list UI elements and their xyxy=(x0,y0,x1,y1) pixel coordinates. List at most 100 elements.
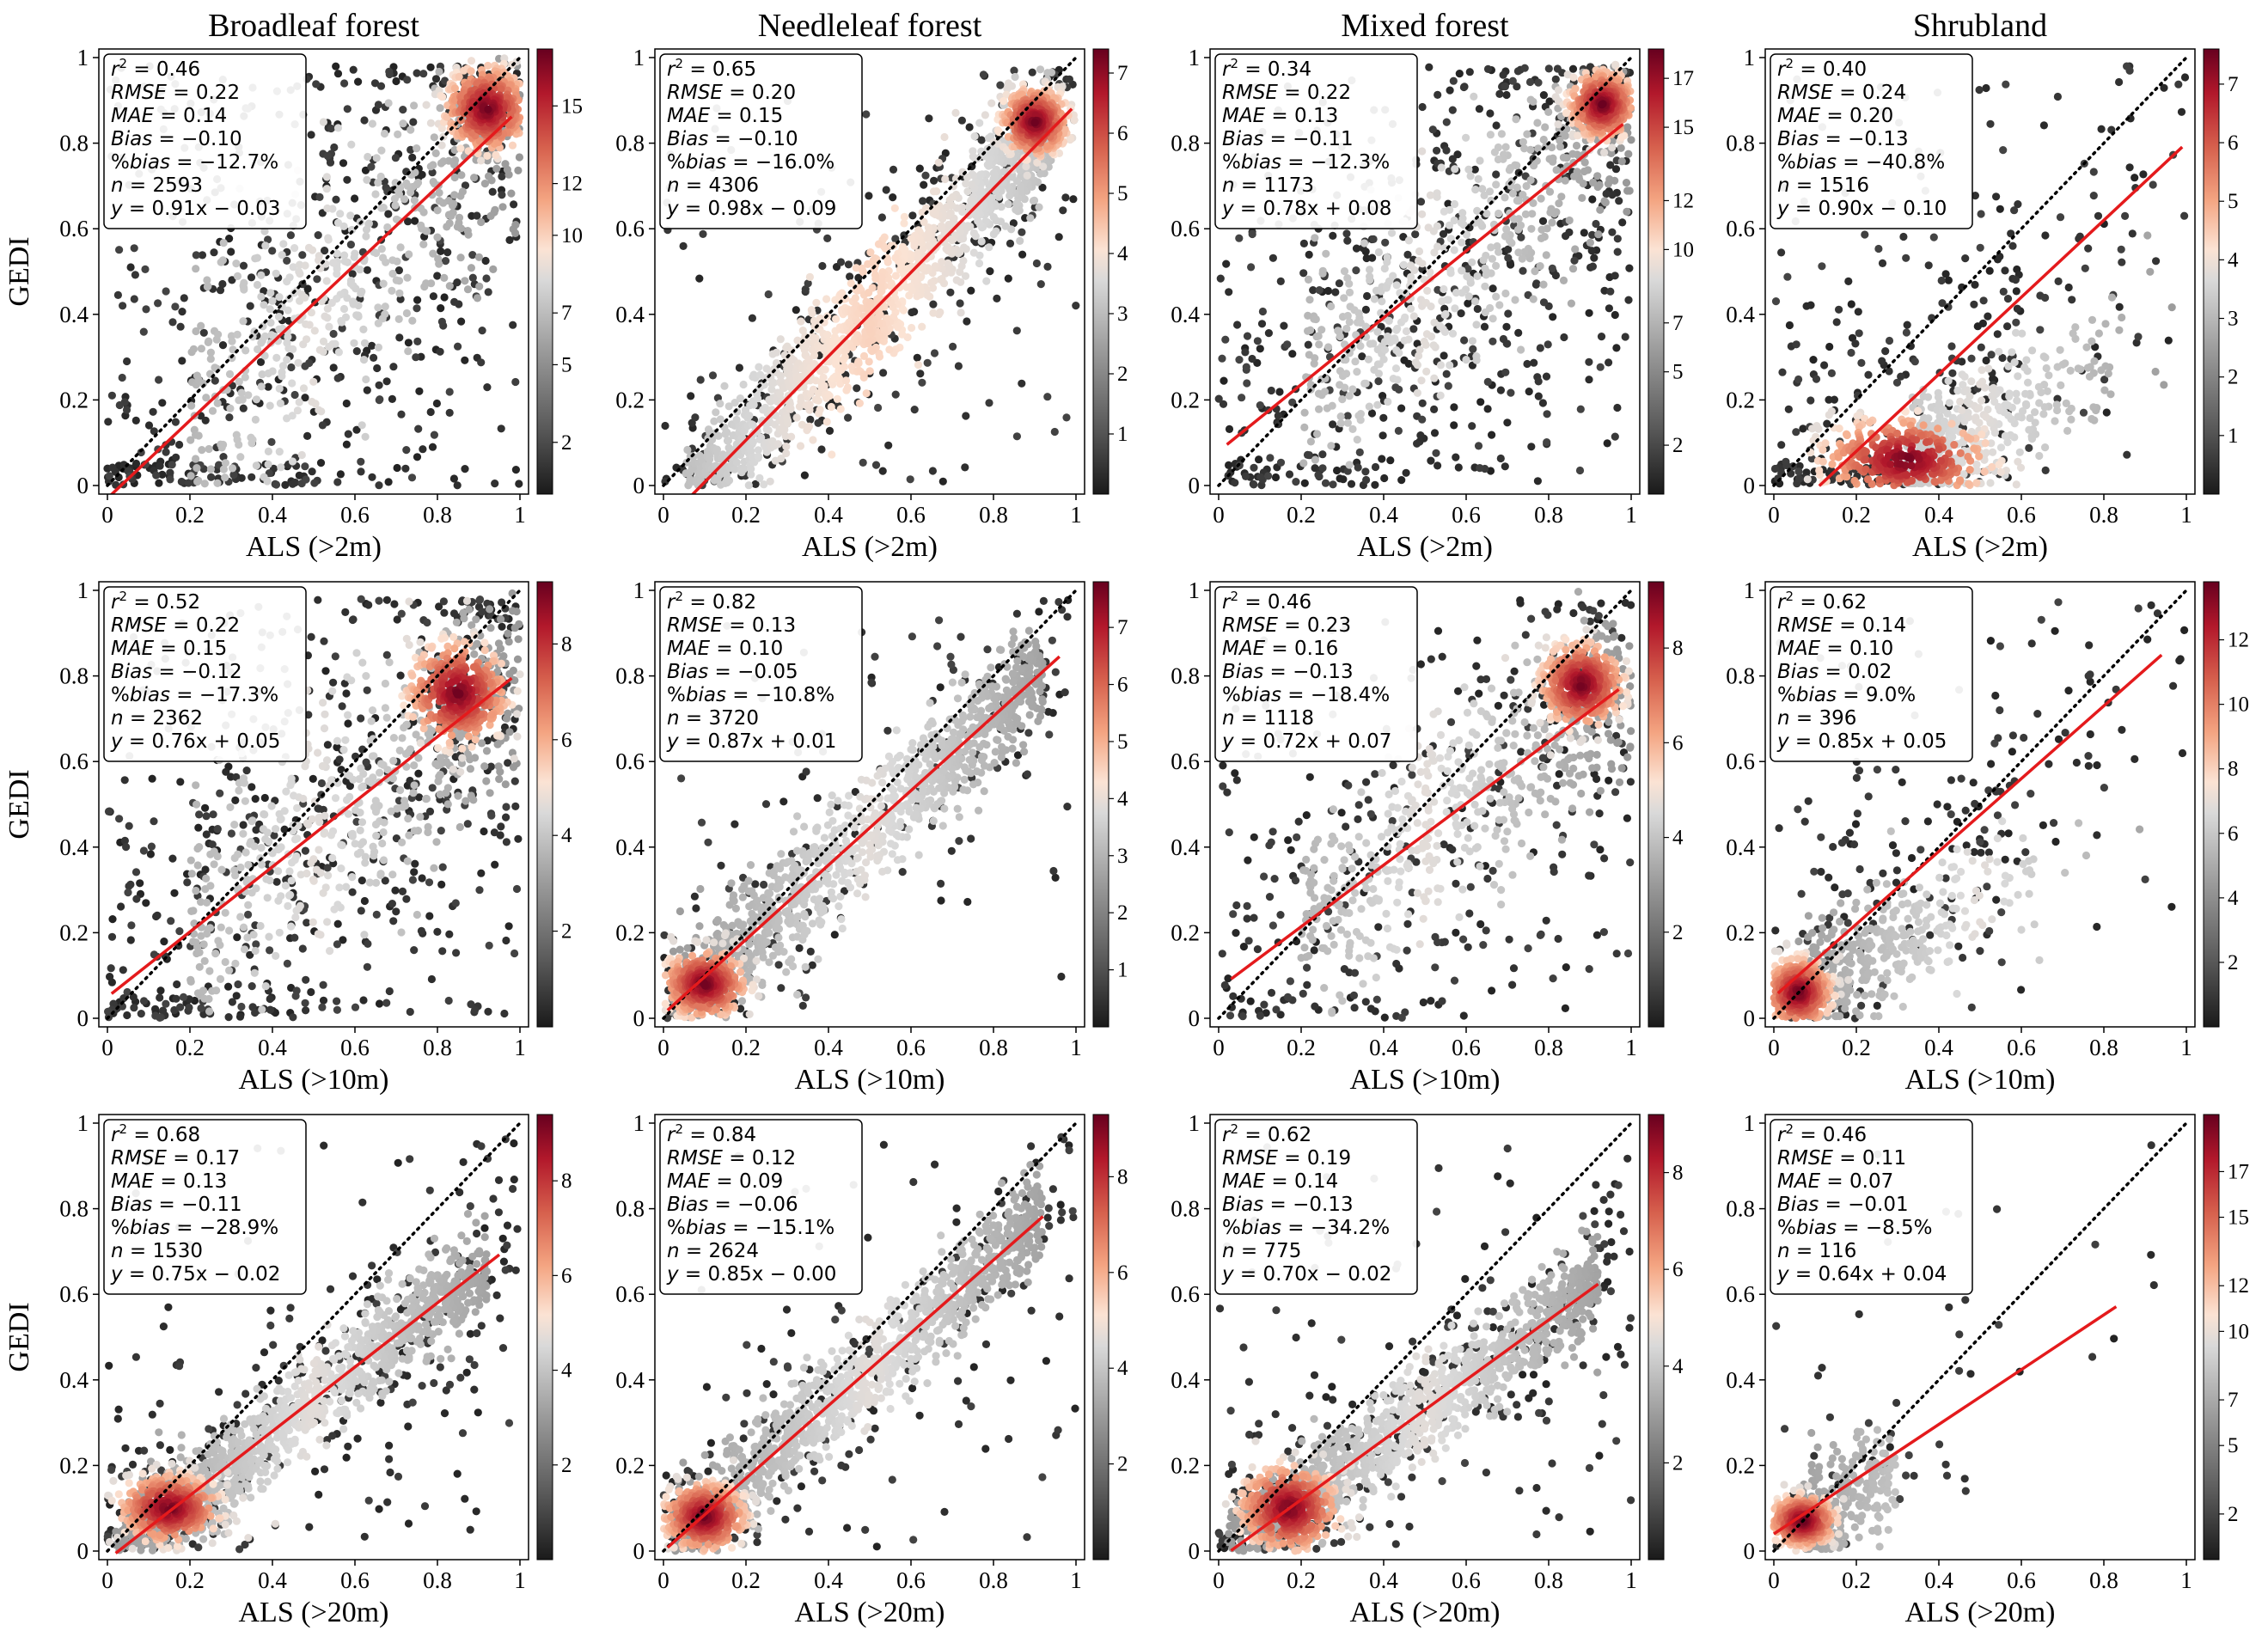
scatter-point xyxy=(1238,394,1246,402)
scatter-point xyxy=(260,351,269,360)
scatter-point xyxy=(168,318,177,327)
colorbar-tick-label: 15 xyxy=(561,95,583,118)
scatter-point xyxy=(158,470,167,479)
scatter-point xyxy=(1004,199,1012,209)
scatter-point xyxy=(374,343,382,351)
scatter-point xyxy=(1492,180,1501,189)
scatter-point xyxy=(413,296,422,304)
scatter-point xyxy=(1556,143,1564,151)
scatter-point xyxy=(1501,368,1510,376)
scatter-point xyxy=(1617,157,1626,166)
scatter-point xyxy=(902,283,911,291)
scatter-point xyxy=(443,223,451,231)
scatter-point xyxy=(478,327,486,335)
scatter-point xyxy=(1570,256,1579,265)
scatter-point xyxy=(1340,294,1348,302)
scatter-point xyxy=(767,385,776,394)
scatter-point xyxy=(449,474,459,483)
scatter-point xyxy=(1324,343,1333,351)
scatter-point xyxy=(508,141,517,150)
scatter-point xyxy=(1508,76,1517,85)
scatter-point xyxy=(397,410,406,418)
scatter-point xyxy=(1475,105,1483,113)
scatter-point xyxy=(1450,403,1458,412)
scatter-point xyxy=(1823,419,1831,428)
scatter-point xyxy=(963,173,972,181)
scatter-point xyxy=(126,263,135,272)
scatter-point xyxy=(1311,315,1320,324)
scatter-point xyxy=(1345,318,1354,327)
scatter-point xyxy=(362,232,370,241)
scatter-point xyxy=(822,418,831,426)
scatter-point xyxy=(1978,319,1987,327)
scatter-point xyxy=(736,394,745,403)
scatter-point xyxy=(312,80,321,89)
scatter-point xyxy=(1985,266,1994,275)
scatter-point xyxy=(1501,143,1510,151)
scatter-point xyxy=(846,272,854,281)
scatter-point xyxy=(419,445,427,454)
scatter-point xyxy=(258,370,266,379)
scatter-point xyxy=(475,137,484,145)
scatter-point xyxy=(1984,312,1992,321)
scatter-point xyxy=(463,227,472,235)
scatter-point xyxy=(1268,253,1277,262)
scatter-point xyxy=(203,276,211,284)
scatter-point xyxy=(938,477,947,486)
scatter-point xyxy=(1571,245,1580,253)
scatter-point xyxy=(1225,424,1234,433)
scatter-point xyxy=(404,339,413,347)
scatter-point xyxy=(804,339,812,347)
scatter-point xyxy=(760,381,768,389)
scatter-point xyxy=(1485,187,1495,196)
scatter-point xyxy=(1530,162,1538,170)
scatter-point xyxy=(315,256,323,265)
scatter-point xyxy=(1321,479,1330,487)
scatter-points xyxy=(1214,60,1635,490)
scatter-point xyxy=(1415,345,1424,354)
scatter-point xyxy=(1222,260,1231,268)
scatter-point xyxy=(327,298,336,308)
scatter-point xyxy=(1554,120,1562,129)
scatter-point xyxy=(1288,350,1297,358)
scatter-point xyxy=(1360,239,1369,247)
scatter-point xyxy=(1434,90,1442,99)
scatter-point xyxy=(244,391,253,400)
scatter-point xyxy=(301,462,309,471)
scatter-point xyxy=(1542,251,1550,260)
scatter-point xyxy=(388,269,397,278)
scatter-point xyxy=(1018,250,1027,259)
scatter-point xyxy=(407,125,415,134)
scatter-point xyxy=(364,152,372,162)
scatter-point xyxy=(510,200,518,209)
scatter-point xyxy=(954,362,963,370)
scatter-point xyxy=(828,380,837,388)
scatter-point xyxy=(1306,437,1315,446)
scatter-point xyxy=(1464,299,1472,308)
scatter-point xyxy=(268,367,277,376)
scatter-point xyxy=(296,269,304,278)
scatter-point xyxy=(769,378,778,388)
scatter-point xyxy=(218,279,227,289)
scatter-point xyxy=(987,99,996,107)
scatter-point xyxy=(162,448,170,456)
scatter-point xyxy=(732,415,741,424)
scatter-point xyxy=(1446,361,1454,370)
scatter-point xyxy=(1569,73,1578,82)
scatter-point xyxy=(515,153,524,162)
scatter-point xyxy=(1623,186,1632,195)
scatter-point xyxy=(346,241,355,249)
scatter-point xyxy=(205,337,213,345)
scatter-point xyxy=(1343,236,1352,245)
stats-line: %bias = −12.3% xyxy=(1222,151,1390,174)
scatter-point xyxy=(1854,308,1862,316)
scatter-point xyxy=(1598,100,1606,108)
scatter-point xyxy=(436,104,444,113)
scatter-point xyxy=(731,465,739,473)
scatter-point xyxy=(1548,218,1556,227)
scatter-point xyxy=(1576,405,1585,413)
scatter-point xyxy=(213,479,222,487)
y-tick-label: 0.8 xyxy=(1171,131,1200,156)
scatter-point xyxy=(1520,64,1529,72)
